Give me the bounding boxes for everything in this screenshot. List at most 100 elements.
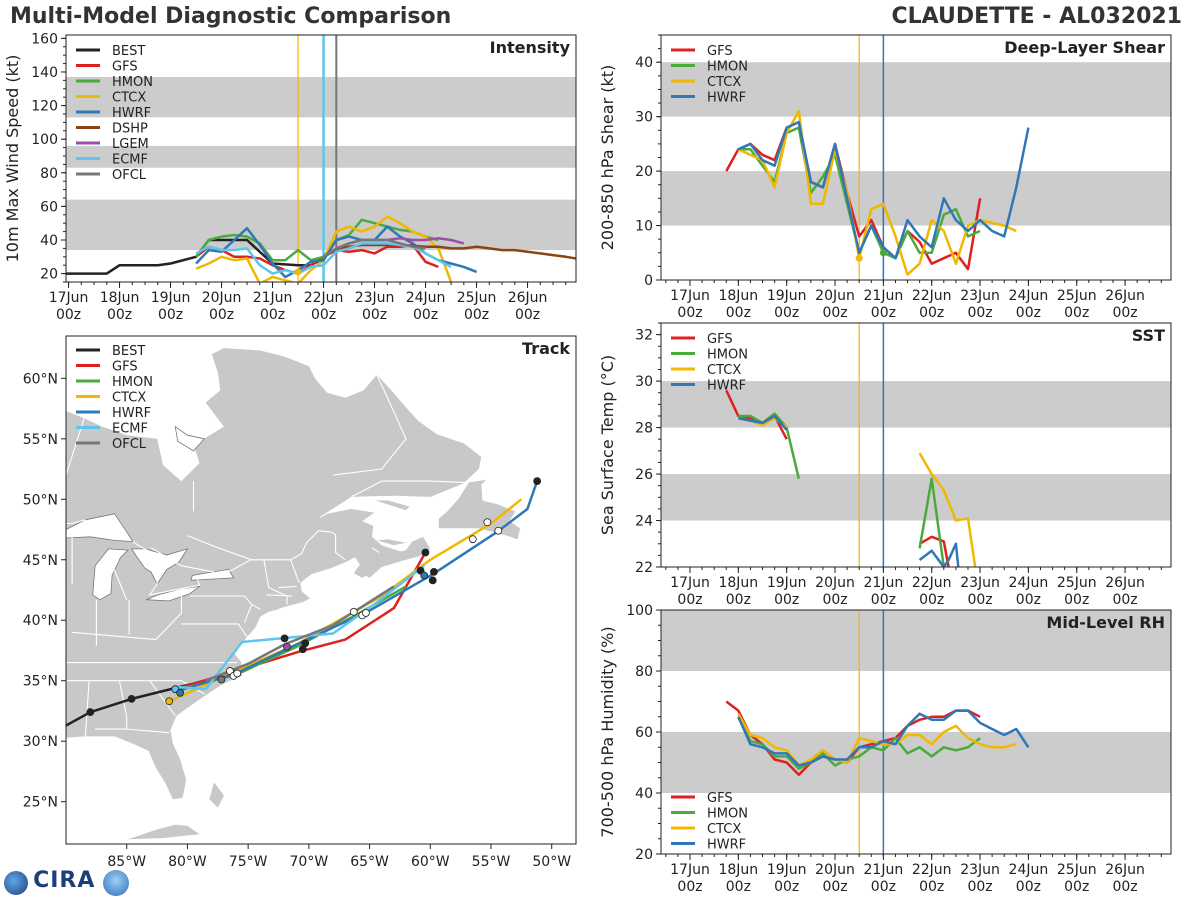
- y-tick-label: 20: [40, 267, 58, 283]
- x-tick-label-date: 18Jun: [100, 290, 140, 306]
- x-tick-label-date: 17Jun: [670, 862, 710, 878]
- legend-label: HWRF: [112, 106, 151, 121]
- track-line-hwrf: [174, 480, 539, 693]
- y-tick-label: 30: [635, 110, 653, 126]
- shaded-band: [661, 610, 1171, 671]
- panel-title: Track: [522, 339, 570, 358]
- x-tick-label-hour: 00z: [107, 307, 132, 323]
- land-anticosti: [375, 500, 410, 511]
- y-tick-label: 40: [635, 786, 653, 802]
- x-tick-label-hour: 00z: [1016, 879, 1041, 895]
- lat-tick-label: 25°N: [23, 795, 58, 811]
- legend-label: ECMF: [112, 422, 148, 437]
- x-tick-label-hour: 00z: [919, 592, 944, 608]
- land-bahamas: [209, 782, 224, 808]
- track-position-dot: [217, 675, 226, 684]
- border-state-24: [150, 547, 215, 573]
- series-line-hmon: [195, 218, 439, 262]
- series-line-hwrf: [738, 414, 788, 431]
- border-state-7: [72, 596, 182, 641]
- legend-label: BEST: [112, 44, 145, 59]
- x-tick-label-date: 18Jun: [718, 575, 758, 591]
- track-map-panel: 25°N 30°N 35°N 40°N 45°N 50°N 55°N 60°N 85°W 80°W…: [23, 335, 577, 870]
- legend-label: HMON: [112, 75, 153, 90]
- track-position-dot: [176, 688, 185, 697]
- series-line-gfs: [918, 535, 950, 567]
- border-state-22: [351, 480, 466, 498]
- x-tick-label-hour: 00z: [967, 305, 992, 321]
- y-axis-label: 10m Max Wind Speed (kt): [3, 55, 22, 263]
- track-position-dot: [165, 697, 174, 706]
- y-tick-label: 60: [40, 199, 58, 215]
- lake-superior: [66, 513, 134, 543]
- x-tick-label-hour: 00z: [677, 592, 702, 608]
- track-position-dot: [483, 518, 492, 527]
- x-tick-label-hour: 00z: [726, 305, 751, 321]
- border-state-5: [149, 680, 176, 717]
- x-tick-label-hour: 00z: [967, 592, 992, 608]
- y-tick-label: 100: [31, 132, 58, 148]
- lon-tick-label: 50°W: [532, 854, 571, 870]
- plot-frame: [65, 34, 577, 283]
- x-tick-label-date: 20Jun: [815, 288, 855, 304]
- track-position-dot: [280, 634, 289, 643]
- x-tick-label-date: 23Jun: [960, 288, 1000, 304]
- border-state-18: [107, 555, 128, 600]
- y-tick-label: 22: [635, 560, 653, 576]
- y-axis-label: 700-500 hPa Humidity (%): [598, 626, 617, 837]
- x-tick-label-date: 24Jun: [406, 290, 446, 306]
- x-tick-label-hour: 00z: [774, 879, 799, 895]
- x-tick-label-date: 23Jun: [355, 290, 395, 306]
- y-tick-label: 60: [635, 725, 653, 741]
- storm-name: CLAUDETTE - AL032021: [891, 4, 1182, 29]
- x-tick-label-date: 17Jun: [670, 575, 710, 591]
- x-tick-label-hour: 00z: [677, 879, 702, 895]
- page-title: Multi-Model Diagnostic Comparison: [10, 4, 452, 29]
- legend-label: LGEM: [112, 137, 149, 152]
- y-tick-label: 160: [31, 31, 58, 47]
- x-tick-label-date: 25Jun: [1057, 288, 1097, 304]
- x-tick-label-date: 25Jun: [1057, 862, 1097, 878]
- land-cuba: [127, 824, 200, 840]
- cira-globe-icon: [4, 870, 28, 895]
- legend-label: CTCX: [707, 822, 741, 837]
- x-tick-label-date: 26Jun: [508, 290, 548, 306]
- x-tick-label-date: 21Jun: [864, 575, 904, 591]
- lat-tick-label: 55°N: [23, 432, 58, 448]
- x-tick-label-hour: 00z: [1112, 879, 1137, 895]
- x-tick-label-hour: 00z: [209, 307, 234, 323]
- track-position-dot: [420, 571, 429, 580]
- x-tick-label-hour: 00z: [726, 592, 751, 608]
- track-position-dot: [494, 526, 503, 535]
- marker-hmon: [879, 249, 887, 257]
- series-line-ofcl: [322, 238, 426, 258]
- series-group: [725, 389, 977, 567]
- track-position-dot: [428, 576, 437, 585]
- x-tick-label-hour: 00z: [1112, 305, 1137, 321]
- border-state-4: [126, 728, 170, 734]
- x-tick-label-hour: 00z: [158, 307, 183, 323]
- x-tick-label-hour: 00z: [1016, 305, 1041, 321]
- land-nova-scotia: [357, 536, 431, 578]
- lat-tick-label: 45°N: [23, 553, 58, 569]
- series-line-ctcx: [918, 452, 977, 567]
- x-tick-label-date: 17Jun: [49, 290, 89, 306]
- shaded-band: [66, 77, 576, 118]
- x-tick-label-date: 21Jun: [253, 290, 293, 306]
- panel-title: Intensity: [490, 38, 571, 57]
- track-line-gfs: [174, 551, 427, 691]
- legend-label: HMON: [707, 807, 748, 822]
- x-tick-label-date: 19Jun: [767, 862, 807, 878]
- shaded-band: [661, 62, 1171, 117]
- lat-tick-label: 35°N: [23, 674, 58, 690]
- series-group: [66, 215, 576, 282]
- lake-michigan: [92, 548, 129, 601]
- x-tick-label-hour: 00z: [1016, 592, 1041, 608]
- lon-tick-label: 75°W: [229, 854, 268, 870]
- x-tick-label-date: 25Jun: [457, 290, 497, 306]
- border-us-canada-west: [66, 519, 86, 525]
- y-tick-label: 100: [626, 603, 653, 619]
- lon-tick-label: 55°W: [472, 854, 511, 870]
- x-tick-label-hour: 00z: [1064, 592, 1089, 608]
